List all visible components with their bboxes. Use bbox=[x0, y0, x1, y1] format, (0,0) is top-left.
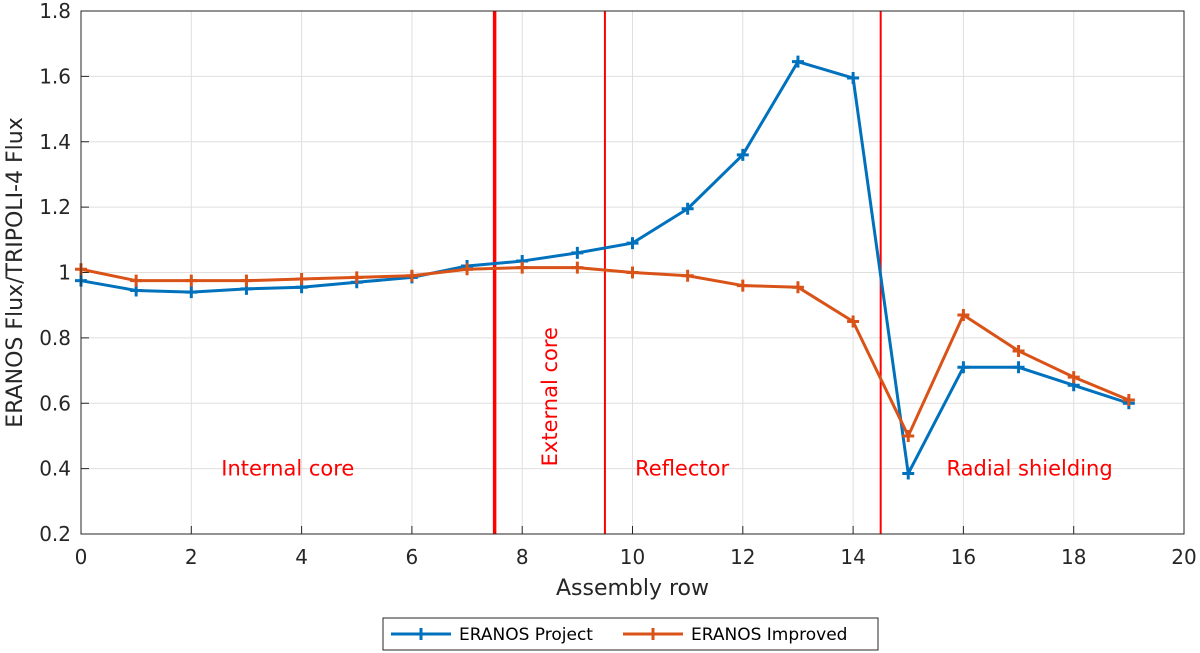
y-tick-label: 1 bbox=[58, 261, 71, 285]
region-label: External core bbox=[538, 327, 562, 466]
x-axis-label: Assembly row bbox=[556, 576, 709, 601]
data-point-marker bbox=[791, 281, 804, 294]
y-tick-label: 1.8 bbox=[39, 0, 71, 23]
data-point-marker bbox=[847, 315, 860, 328]
x-tick-label: 10 bbox=[620, 545, 645, 569]
data-point-marker bbox=[130, 274, 143, 287]
data-point-marker bbox=[1122, 393, 1135, 406]
x-tick-label: 6 bbox=[406, 545, 419, 569]
data-point-marker bbox=[571, 261, 584, 274]
data-point-marker bbox=[957, 361, 970, 374]
legend-label: ERANOS Improved bbox=[691, 625, 847, 645]
y-axis-label: ERANOS Flux/TRIPOLI-4 Flux bbox=[3, 117, 28, 427]
x-tick-label: 18 bbox=[1061, 545, 1086, 569]
data-point-marker bbox=[461, 263, 474, 276]
data-point-marker bbox=[350, 271, 363, 284]
data-point-marker bbox=[1012, 344, 1025, 357]
data-point-marker bbox=[626, 237, 639, 250]
y-tick-label: 0.4 bbox=[39, 457, 71, 481]
x-tick-label: 4 bbox=[295, 545, 308, 569]
region-label: Radial shielding bbox=[946, 457, 1112, 481]
y-tick-label: 0.8 bbox=[39, 326, 71, 350]
series-line bbox=[80, 60, 1130, 476]
data-point-marker bbox=[626, 266, 639, 279]
data-point-marker bbox=[185, 286, 198, 299]
y-tick-label: 1.6 bbox=[39, 64, 71, 88]
data-point-marker bbox=[736, 148, 749, 161]
data-point-marker bbox=[736, 279, 749, 292]
series-layer bbox=[75, 55, 1135, 480]
x-tick-labels: 0 2 4 6 8 10 12 14 16 18 20 bbox=[75, 545, 1197, 569]
y-tick-label: 0.6 bbox=[39, 391, 71, 415]
x-tick-label: 8 bbox=[516, 545, 529, 569]
y-tick-label: 1.2 bbox=[39, 195, 71, 219]
data-point-marker bbox=[902, 429, 915, 442]
data-point-marker bbox=[1067, 371, 1080, 384]
x-tick-label: 12 bbox=[730, 545, 755, 569]
x-tick-label: 16 bbox=[951, 545, 976, 569]
region-label: Reflector bbox=[635, 457, 729, 481]
legend-swatch-marker bbox=[647, 628, 659, 640]
data-point-marker bbox=[405, 269, 418, 282]
data-point-marker bbox=[902, 467, 915, 480]
y-tick-label: 0.2 bbox=[39, 522, 71, 546]
data-point-marker bbox=[1012, 361, 1025, 374]
data-point-marker bbox=[681, 269, 694, 282]
data-point-marker bbox=[516, 261, 529, 274]
x-tick-label: 2 bbox=[185, 545, 198, 569]
legend: ERANOS Project ERANOS Improved bbox=[382, 617, 879, 651]
legend-swatch-marker bbox=[415, 628, 427, 640]
data-point-marker bbox=[791, 55, 804, 68]
series-line bbox=[80, 266, 1130, 438]
y-tick-labels: 0.2 0.4 0.6 0.8 1 1.2 1.4 1.6 1.8 bbox=[39, 0, 71, 546]
data-point-marker bbox=[957, 308, 970, 321]
data-point-marker bbox=[295, 273, 308, 286]
data-point-marker bbox=[571, 246, 584, 259]
data-point-marker bbox=[240, 274, 253, 287]
data-point-marker bbox=[185, 274, 198, 287]
x-tick-label: 20 bbox=[1171, 545, 1196, 569]
legend-label: ERANOS Project bbox=[459, 625, 593, 645]
plot-frame bbox=[80, 10, 1185, 535]
y-tick-label: 1.4 bbox=[39, 130, 71, 154]
series-eranos-improved bbox=[75, 261, 1135, 442]
x-tick-label: 14 bbox=[840, 545, 865, 569]
region-annotations: Internal core External core Reflector Radia… bbox=[221, 327, 1112, 481]
region-label: Internal core bbox=[221, 457, 354, 481]
data-point-marker bbox=[847, 72, 860, 85]
data-point-marker bbox=[681, 202, 694, 215]
x-tick-label: 0 bbox=[75, 545, 88, 569]
